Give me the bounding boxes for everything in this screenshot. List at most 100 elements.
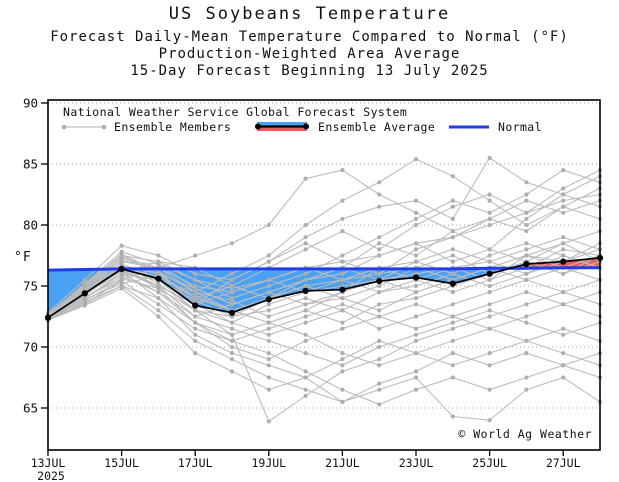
ensemble-member-dot — [377, 302, 382, 307]
ensemble-member-dot — [561, 302, 566, 307]
ensemble-member-dot — [303, 277, 308, 282]
ensemble-member-dot — [413, 351, 419, 356]
ensemble-member-dot — [487, 192, 492, 197]
ensemble-member-dot — [450, 290, 455, 295]
ensemble-member-dot — [193, 351, 198, 356]
ensemble-member-dot — [193, 271, 198, 276]
ensemble-member-dot — [340, 229, 345, 234]
ensemble-member-dot — [229, 338, 235, 343]
ensemble-member-dot — [266, 357, 271, 362]
ensemble-member-dot — [82, 282, 87, 287]
ensemble-member-dot — [487, 259, 492, 264]
ensemble-member-dot — [413, 210, 419, 215]
ensemble-member-dot — [303, 296, 308, 301]
ensemble-member-dot — [450, 174, 455, 179]
ensemble-member-dot — [229, 320, 235, 325]
ensemble-average-dot — [339, 286, 346, 293]
ensemble-member-dot — [82, 303, 87, 308]
ensemble-member-dot — [303, 308, 308, 313]
ensemble-member-dot — [303, 302, 308, 307]
ensemble-member-dot — [524, 192, 529, 197]
ensemble-member-dot — [82, 277, 87, 282]
ensemble-member-dot — [377, 344, 382, 350]
ensemble-member-dot — [193, 293, 198, 298]
ensemble-member-dot — [193, 314, 198, 319]
ensemble-average-dot — [449, 280, 456, 287]
ensemble-member-dot — [229, 298, 235, 303]
ensemble-member-dot — [377, 326, 382, 331]
ensemble-member-dot — [413, 387, 419, 392]
ensemble-member-dot — [303, 235, 308, 240]
ensemble-average-dot — [560, 258, 567, 265]
ensemble-member-dot — [340, 357, 345, 362]
ensemble-member-dot — [450, 253, 455, 258]
ensemble-member-dot — [524, 198, 529, 203]
ensemble-member-dot — [487, 198, 492, 203]
y-tick-label: 65 — [23, 401, 38, 416]
ensemble-member-dot — [413, 253, 419, 258]
y-tick-label: 85 — [23, 157, 38, 172]
ensemble-member-dot — [229, 271, 235, 276]
ensemble-member-dot — [487, 326, 492, 331]
ensemble-member-dot — [229, 290, 235, 295]
ensemble-member-dot — [413, 314, 419, 319]
ensemble-member-dot — [524, 253, 529, 258]
legend-normal-label: Normal — [498, 120, 542, 134]
ensemble-member-dot — [413, 241, 419, 246]
x-tick-label: 27JUL — [546, 456, 581, 470]
ensemble-member-dot — [303, 241, 308, 246]
ensemble-member-dot — [561, 210, 566, 215]
ensemble-member-dot — [377, 271, 382, 276]
ensemble-member-dot — [303, 247, 308, 252]
ensemble-member-dot — [413, 369, 419, 374]
ensemble-member-line — [47, 270, 601, 379]
ensemble-member-dot — [340, 271, 345, 276]
page-title: US Soybeans Temperature — [168, 4, 451, 24]
ensemble-average-dot — [118, 265, 125, 272]
ensemble-member-dot — [450, 247, 455, 252]
x-tick-label: 13JUL — [31, 456, 66, 470]
ensemble-member-dot — [487, 363, 492, 368]
ensemble-member-dot — [377, 290, 382, 295]
ensemble-member-dot — [156, 296, 161, 301]
ensemble-member-dot — [487, 222, 492, 228]
x-year-label: 2025 — [37, 469, 65, 482]
ensemble-average-dot — [376, 278, 383, 285]
ensemble-member-dot — [561, 168, 566, 173]
ensemble-member-dot — [377, 314, 382, 319]
ensemble-member-dot — [119, 255, 124, 260]
ensemble-member-dot — [303, 393, 308, 398]
ensemble-member-dot — [377, 338, 382, 343]
ensemble-member-dot — [487, 210, 492, 215]
ensemble-member-dot — [413, 216, 419, 221]
ensemble-member-dot — [487, 308, 492, 313]
ensemble-member-dot — [303, 176, 308, 181]
ensemble-member-dot — [377, 363, 382, 368]
ensemble-average-dot — [523, 260, 530, 268]
x-tick-label: 25JUL — [472, 456, 507, 470]
ensemble-member-dot — [524, 271, 529, 276]
ensemble-average-dot — [412, 274, 420, 281]
ensemble-member-dot — [119, 286, 124, 291]
ensemble-member-dot — [450, 320, 455, 325]
legend-ensemble-members-label: Ensemble Members — [114, 120, 232, 134]
ensemble-member-dot — [229, 283, 235, 289]
ensemble-average-dot — [302, 287, 309, 294]
ensemble-member-dot — [340, 302, 345, 307]
ensemble-member-dot — [487, 216, 492, 221]
ensemble-member-dot — [266, 290, 271, 295]
ensemble-member-dot — [561, 271, 566, 276]
member-swatch-dot — [61, 124, 67, 130]
ensemble-member-dot — [156, 308, 161, 313]
ensemble-member-dot — [193, 332, 198, 337]
ensemble-member-dot — [340, 168, 345, 173]
copyright-label: © World Ag Weather — [458, 427, 592, 441]
ensemble-average-dot — [81, 290, 88, 297]
ensemble-member-dot — [561, 363, 566, 368]
ensemble-member-dot — [119, 259, 124, 264]
ensemble-member-dot — [303, 375, 308, 380]
ensemble-member-dot — [524, 290, 529, 295]
ensemble-member-dot — [487, 314, 492, 319]
ensemble-average-line — [47, 257, 601, 319]
ensemble-member-dot — [413, 326, 419, 331]
